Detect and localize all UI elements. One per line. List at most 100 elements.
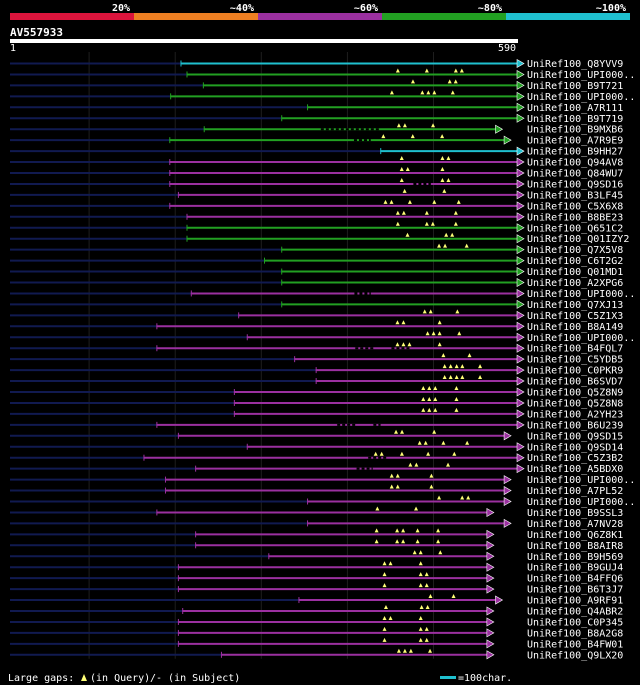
hit-label[interactable]: UniRef100_Q7XJ13: [527, 300, 623, 311]
hit-row[interactable]: UniRef100_A2XPG6: [10, 277, 623, 289]
hit-label[interactable]: UniRef100_A2XPG6: [527, 278, 623, 289]
hit-label[interactable]: UniRef100_Q9SD15: [527, 431, 623, 442]
hit-row[interactable]: UniRef100_Q7X5V8: [10, 243, 623, 257]
hit-row[interactable]: UniRef100_B9T719: [10, 113, 623, 125]
hit-row[interactable]: UniRef100_Q94AV8: [10, 156, 623, 169]
hit-label[interactable]: UniRef100_Q8YVV9: [527, 59, 623, 70]
hit-label[interactable]: UniRef100_B3LF45: [527, 190, 623, 201]
hit-row[interactable]: UniRef100_C0PKR9: [10, 364, 623, 377]
hit-row[interactable]: UniRef100_A9RF91: [10, 594, 623, 607]
hit-label[interactable]: UniRef100_UPI000..: [527, 497, 635, 508]
hit-label[interactable]: UniRef100_B6U239: [527, 420, 623, 431]
hit-label[interactable]: UniRef100_A2YH23: [527, 409, 623, 420]
hit-label[interactable]: UniRef100_C6T2G2: [527, 256, 623, 267]
hit-label[interactable]: UniRef100_A7PL52: [527, 486, 623, 497]
hit-label[interactable]: UniRef100_Q651C2: [527, 223, 623, 234]
hit-row[interactable]: UniRef100_B9T721: [10, 79, 623, 92]
hit-row[interactable]: UniRef100_C5Z3B2: [10, 451, 623, 465]
hit-label[interactable]: UniRef100_UPI000..: [527, 475, 635, 486]
hit-label[interactable]: UniRef100_B9MXB6: [527, 125, 623, 136]
hit-row[interactable]: UniRef100_B4FFQ6: [10, 572, 623, 585]
hit-row[interactable]: UniRef100_Q6Z8K1: [10, 528, 623, 541]
hit-row[interactable]: UniRef100_A2YH23: [10, 407, 623, 421]
hit-row[interactable]: UniRef100_Q7XJ13: [10, 299, 623, 311]
hit-row[interactable]: UniRef100_C5YDB5: [10, 353, 623, 366]
hit-row[interactable]: UniRef100_B4FQL7: [10, 342, 623, 355]
hit-label[interactable]: UniRef100_B9T719: [527, 114, 623, 125]
hit-row[interactable]: UniRef100_UPI000..: [10, 288, 635, 300]
hit-label[interactable]: UniRef100_C0P345: [527, 617, 623, 628]
hit-row[interactable]: UniRef100_A7NV28: [10, 518, 623, 530]
hit-row[interactable]: UniRef100_B8BE23: [10, 210, 623, 224]
hit-row[interactable]: UniRef100_Q9SD16: [10, 177, 623, 191]
hit-label[interactable]: UniRef100_UPI000..: [527, 289, 635, 300]
hit-label[interactable]: UniRef100_C5YDB5: [527, 355, 623, 366]
hit-label[interactable]: UniRef100_Q84WU7: [527, 169, 623, 180]
hit-label[interactable]: UniRef100_A5BDX0: [527, 464, 623, 475]
hit-label[interactable]: UniRef100_Q94AV8: [527, 158, 623, 169]
hit-label[interactable]: UniRef100_B4FW01: [527, 639, 623, 650]
hit-label[interactable]: UniRef100_B4FQL7: [527, 344, 623, 355]
hit-label[interactable]: UniRef100_B9GUJ4: [527, 563, 623, 574]
hit-label[interactable]: UniRef100_B8A2G8: [527, 628, 623, 639]
hit-label[interactable]: UniRef100_C5Z1X3: [527, 311, 623, 322]
hit-label[interactable]: UniRef100_Q6Z8K1: [527, 530, 623, 541]
hit-label[interactable]: UniRef100_B8BE23: [527, 212, 623, 223]
hit-row[interactable]: UniRef100_A7PL52: [10, 484, 623, 498]
hit-row[interactable]: UniRef100_B9H569: [10, 550, 623, 563]
hit-row[interactable]: UniRef100_Q651C2: [10, 221, 623, 235]
hit-row[interactable]: UniRef100_B6T3J7: [10, 583, 623, 596]
hit-label[interactable]: UniRef100_B4FFQ6: [527, 574, 623, 585]
hit-label[interactable]: UniRef100_A7R111: [527, 103, 623, 114]
hit-row[interactable]: UniRef100_UPI000..: [10, 495, 635, 509]
hit-label[interactable]: UniRef100_B6SVD7: [527, 377, 623, 388]
hit-label[interactable]: UniRef100_Q4ABR2: [527, 607, 623, 618]
hit-label[interactable]: UniRef100_B9HH27: [527, 147, 623, 158]
hit-row[interactable]: UniRef100_Q9LX20: [10, 648, 623, 662]
hit-row[interactable]: UniRef100_Q84WU7: [10, 167, 623, 180]
hit-row[interactable]: UniRef100_B6SVD7: [10, 375, 623, 388]
hit-row[interactable]: UniRef100_Q9SD15: [10, 429, 623, 443]
hit-row[interactable]: UniRef100_Q4ABR2: [10, 605, 623, 618]
hit-row[interactable]: UniRef100_Q8YVV9: [10, 58, 623, 70]
hit-label[interactable]: UniRef100_C5Z3B2: [527, 453, 623, 464]
hit-label[interactable]: UniRef100_B9T721: [527, 81, 623, 92]
hit-row[interactable]: UniRef100_C5X6X8: [10, 199, 623, 213]
hit-row[interactable]: UniRef100_A7R9E9: [10, 134, 623, 147]
hit-label[interactable]: UniRef100_Q5Z8N8: [527, 398, 623, 409]
hit-label[interactable]: UniRef100_B8A149: [527, 322, 623, 333]
hit-row[interactable]: UniRef100_B9MXB6: [10, 123, 623, 136]
hit-row[interactable]: UniRef100_C6T2G2: [10, 256, 623, 267]
hit-row[interactable]: UniRef100_B9SSL3: [10, 506, 623, 519]
hit-row[interactable]: UniRef100_A7R111: [10, 102, 623, 114]
hit-label[interactable]: UniRef100_C5X6X8: [527, 201, 623, 212]
hit-row[interactable]: UniRef100_UPI000..: [10, 331, 635, 344]
hit-label[interactable]: UniRef100_Q9SD14: [527, 442, 623, 453]
hit-row[interactable]: UniRef100_B9GUJ4: [10, 561, 623, 574]
hit-label[interactable]: UniRef100_B9SSL3: [527, 508, 623, 519]
hit-row[interactable]: UniRef100_Q9SD14: [10, 440, 623, 454]
hit-row[interactable]: UniRef100_B3LF45: [10, 188, 623, 202]
hit-label[interactable]: UniRef100_Q5Z8N9: [527, 388, 623, 399]
hit-label[interactable]: UniRef100_Q01IZY2: [527, 234, 629, 245]
hit-label[interactable]: UniRef100_A7R9E9: [527, 136, 623, 147]
hit-row[interactable]: UniRef100_Q01MD1: [10, 267, 623, 278]
hit-row[interactable]: UniRef100_UPI000..: [10, 90, 635, 103]
hit-row[interactable]: UniRef100_B8A149: [10, 320, 623, 333]
hit-row[interactable]: UniRef100_B9HH27: [10, 146, 623, 158]
hit-row[interactable]: UniRef100_B8A2G8: [10, 626, 623, 640]
hit-label[interactable]: UniRef100_B8AIR8: [527, 541, 623, 552]
hit-row[interactable]: UniRef100_Q5Z8N8: [10, 396, 623, 410]
hit-label[interactable]: UniRef100_Q7X5V8: [527, 245, 623, 256]
hit-label[interactable]: UniRef100_UPI000..: [527, 70, 635, 81]
hit-label[interactable]: UniRef100_A9RF91: [527, 596, 623, 607]
hit-label[interactable]: UniRef100_C0PKR9: [527, 366, 623, 377]
hit-row[interactable]: UniRef100_B6U239: [10, 420, 623, 431]
hit-row[interactable]: UniRef100_Q5Z8N9: [10, 386, 623, 399]
hit-label[interactable]: UniRef100_A7NV28: [527, 519, 623, 530]
hit-label[interactable]: UniRef100_B9H569: [527, 552, 623, 563]
hit-row[interactable]: UniRef100_C5Z1X3: [10, 309, 623, 322]
hit-row[interactable]: UniRef100_B8AIR8: [10, 539, 623, 552]
hit-row[interactable]: UniRef100_UPI000..: [10, 68, 635, 81]
hit-label[interactable]: UniRef100_Q9SD16: [527, 179, 623, 190]
